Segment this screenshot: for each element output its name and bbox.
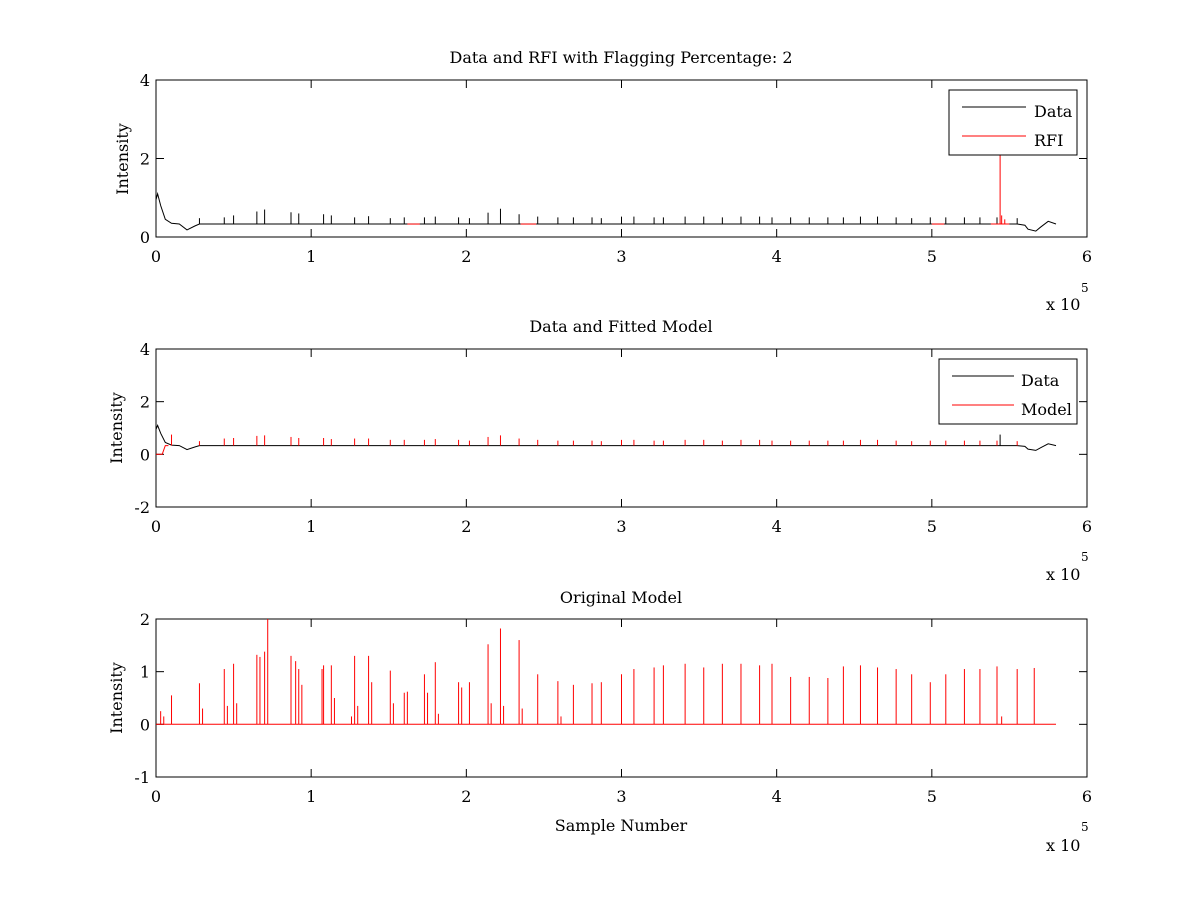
panel-1-x-ticks: 0 1 2 3 4 5 6 — [151, 80, 1092, 266]
panel-1-xtick-label: 0 — [151, 247, 161, 266]
panel-1-ytick-label: 0 — [140, 228, 150, 247]
panel-2-title: Data and Fitted Model — [529, 317, 712, 336]
panel-3-plot-area — [156, 619, 1056, 725]
panel-2-legend-label-data: Data — [1021, 371, 1060, 390]
panel-2-xtick-label: 2 — [461, 517, 471, 536]
panel-2-x-multiplier: x 10 — [1046, 565, 1080, 584]
panel-2-xtick-label: 1 — [306, 517, 316, 536]
panel-3-ytick-label: 2 — [140, 610, 150, 629]
panel-1-axes-box — [155, 79, 1088, 238]
panel-3: Original Model Intensity Sample Number 0… — [107, 588, 1092, 855]
panel-2-ytick-label: 4 — [140, 340, 150, 359]
panel-3-xtick-label: 2 — [461, 787, 471, 806]
panel-1-x-exponent: 5 — [1081, 281, 1089, 295]
panel-2-x-exponent: 5 — [1081, 550, 1089, 564]
panel-3-ytick-label: 1 — [140, 663, 150, 682]
panel-2-legend: Data Model — [938, 358, 1078, 425]
panel-1-x-multiplier: x 10 — [1046, 295, 1080, 314]
panel-1-xtick-label: 1 — [306, 247, 316, 266]
panel-3-xtick-label: 0 — [151, 787, 161, 806]
panel-1-xtick-label: 6 — [1082, 247, 1092, 266]
panel-2-series-model-line — [156, 445, 169, 455]
panel-1-plot-area — [155, 152, 1057, 232]
panel-2-ytick-label: -2 — [134, 498, 150, 517]
panel-1-ylabel: Intensity — [113, 123, 132, 195]
panel-2-ytick-label: 0 — [140, 445, 150, 464]
panel-3-ylabel: Intensity — [107, 662, 126, 734]
panel-2-legend-label-model: Model — [1021, 400, 1072, 419]
panel-1-y-ticks: 0 2 4 — [140, 71, 1087, 247]
panel-1-xtick-label: 2 — [461, 247, 471, 266]
panel-1-xtick-label: 4 — [772, 247, 782, 266]
panel-3-x-ticks: 0 1 2 3 4 5 6 — [151, 619, 1092, 806]
panel-1-legend-label-rfi: RFI — [1034, 131, 1063, 150]
panel-3-ytick-label: 0 — [140, 715, 150, 734]
panel-2-xtick-label: 6 — [1082, 517, 1092, 536]
panel-3-xtick-label: 5 — [927, 787, 937, 806]
panel-1-legend: Data RFI — [948, 89, 1078, 156]
panel-1: Data and RFI with Flagging Percentage: 2… — [113, 48, 1092, 314]
panel-2-legend-box — [938, 358, 1078, 425]
panel-3-y-ticks: -1 0 1 2 — [134, 610, 1087, 787]
panel-1-ytick-label: 2 — [140, 150, 150, 169]
panel-3-title: Original Model — [560, 588, 682, 607]
panel-2-y-ticks: -2 0 2 4 — [134, 340, 1087, 517]
panel-1-xtick-label: 3 — [616, 247, 626, 266]
panel-2-plot-area — [155, 424, 1057, 455]
panel-3-x-multiplier: x 10 — [1046, 836, 1080, 855]
panel-3-xtick-label: 4 — [772, 787, 782, 806]
panel-2-x-ticks: 0 1 2 3 4 5 6 — [151, 349, 1092, 536]
panel-1-title: Data and RFI with Flagging Percentage: 2 — [449, 48, 792, 67]
panel-1-legend-box — [948, 89, 1078, 156]
panel-2-xtick-label: 3 — [616, 517, 626, 536]
panel-2-ytick-label: 2 — [140, 393, 150, 412]
panel-2-xtick-label: 4 — [772, 517, 782, 536]
panel-3-xlabel: Sample Number — [555, 816, 688, 835]
panel-1-xtick-label: 5 — [927, 247, 937, 266]
panel-1-ytick-label: 4 — [140, 71, 150, 90]
panel-3-xtick-label: 3 — [616, 787, 626, 806]
panel-3-ytick-label: -1 — [134, 768, 150, 787]
panel-3-xtick-label: 6 — [1082, 787, 1092, 806]
panel-2-xtick-label: 5 — [927, 517, 937, 536]
panel-3-x-exponent: 5 — [1081, 820, 1089, 834]
panel-3-xtick-label: 1 — [306, 787, 316, 806]
panel-1-legend-label-data: Data — [1034, 102, 1073, 121]
panel-2-xtick-label: 0 — [151, 517, 161, 536]
panel-2-ylabel: Intensity — [107, 392, 126, 464]
